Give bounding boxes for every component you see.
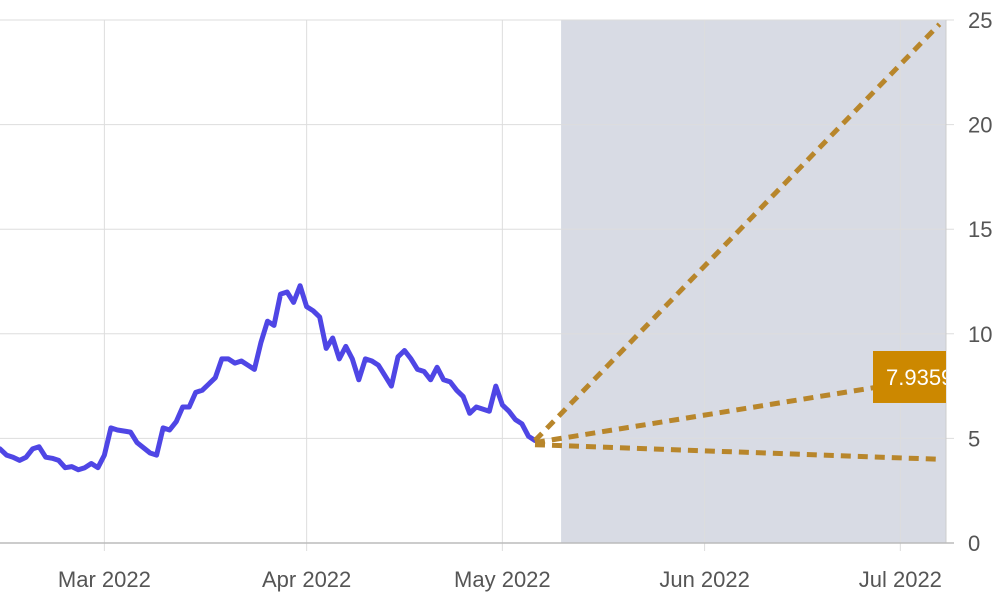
y-tick-label: 5 <box>968 426 980 451</box>
x-tick-label: Mar 2022 <box>58 567 151 592</box>
forecast-region <box>561 20 946 543</box>
x-tick-label: Apr 2022 <box>262 567 351 592</box>
forecast-region-layer <box>561 20 946 543</box>
forecast-mid-line <box>534 374 940 446</box>
grid-layer <box>0 19 954 551</box>
y-tick-label: 15 <box>968 217 992 242</box>
price-tag-value: 7.9359 <box>886 365 953 390</box>
price-tag-layer: 7.9359 <box>873 350 953 403</box>
x-tick-label: Jul 2022 <box>859 567 942 592</box>
series-layer <box>0 22 942 473</box>
price-tag: 7.9359 <box>873 350 953 403</box>
x-tick-label: Jun 2022 <box>659 567 750 592</box>
history-line <box>0 283 538 473</box>
forecast-high-line <box>533 22 942 443</box>
price-tag-body: 7.9359 <box>873 350 953 403</box>
x-tick-label: May 2022 <box>454 567 551 592</box>
y-tick-label: 0 <box>968 531 980 556</box>
axis-layer: 0 5 10 15 20 25 Mar 2022 Apr 2022 May 2022 Jun 20… <box>0 8 992 592</box>
y-tick-label: 25 <box>968 8 992 33</box>
y-tick-label: 20 <box>968 113 992 138</box>
price-tag-box <box>873 350 946 403</box>
y-tick-label: 10 <box>968 322 992 347</box>
